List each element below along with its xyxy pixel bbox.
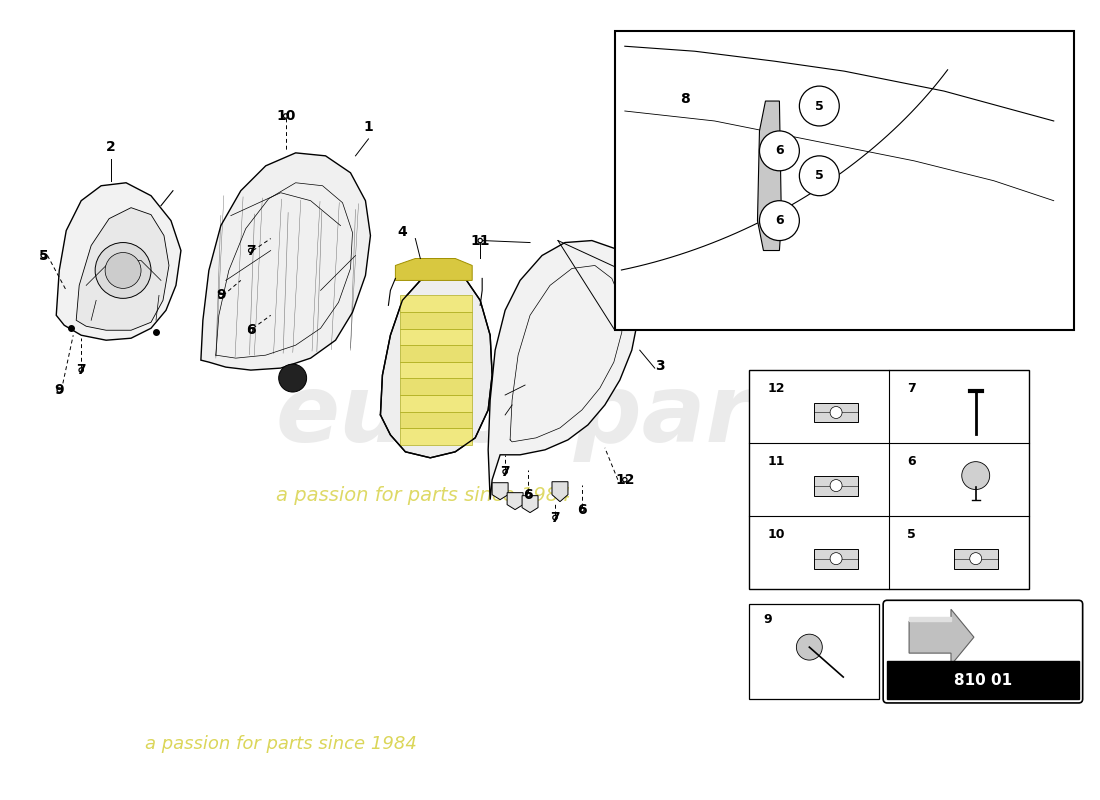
Text: 7: 7 [246,243,255,258]
Circle shape [796,634,823,660]
Text: 7: 7 [550,510,560,525]
Text: 9: 9 [54,383,64,397]
Circle shape [478,238,483,242]
Circle shape [278,364,307,392]
Circle shape [830,406,843,418]
Circle shape [623,478,627,482]
Circle shape [800,86,839,126]
Text: 5: 5 [815,99,824,113]
Text: 12: 12 [615,473,635,486]
Circle shape [526,493,530,497]
Text: 7: 7 [500,465,510,478]
Text: a passion for parts since 1984: a passion for parts since 1984 [276,486,570,505]
Polygon shape [492,482,508,500]
Circle shape [284,114,288,118]
Circle shape [96,242,151,298]
Text: 12: 12 [768,382,785,395]
Circle shape [961,462,990,490]
Polygon shape [507,493,524,510]
Circle shape [79,368,84,372]
Circle shape [41,254,45,258]
Circle shape [249,248,253,253]
Text: 3: 3 [654,359,664,373]
Text: 8: 8 [680,92,690,106]
Polygon shape [400,312,472,329]
Text: 7: 7 [76,363,86,377]
Polygon shape [201,153,371,370]
Polygon shape [400,428,472,445]
FancyBboxPatch shape [615,31,1074,330]
Circle shape [580,507,584,512]
Polygon shape [909,618,952,622]
Text: 6: 6 [524,488,532,502]
Text: 5: 5 [815,170,824,182]
Text: 2: 2 [107,140,116,154]
Text: 10: 10 [768,528,785,541]
Bar [749,370,1028,590]
Text: eurospares: eurospares [276,370,873,462]
Polygon shape [400,329,472,345]
Text: 5: 5 [908,528,916,541]
Text: 11: 11 [471,234,490,247]
Polygon shape [56,182,180,340]
Circle shape [106,253,141,288]
Circle shape [764,135,774,146]
Circle shape [219,293,223,298]
Polygon shape [488,241,638,500]
Circle shape [503,470,507,474]
Text: 810 01: 810 01 [954,673,1012,687]
Polygon shape [400,395,472,412]
Text: 6: 6 [578,502,586,517]
Polygon shape [814,549,858,569]
Circle shape [57,388,62,392]
Text: 4: 4 [397,225,407,238]
Polygon shape [76,208,169,330]
Bar [887,661,1079,699]
Polygon shape [909,610,974,665]
Circle shape [830,479,843,491]
Circle shape [970,553,981,565]
Text: 6: 6 [246,323,255,338]
Polygon shape [400,295,472,312]
Text: 6: 6 [908,455,915,468]
Text: 6: 6 [776,214,783,227]
Polygon shape [522,496,538,513]
Polygon shape [400,378,472,395]
Text: 5: 5 [39,249,48,262]
Circle shape [800,156,839,196]
Polygon shape [400,412,472,428]
FancyBboxPatch shape [883,600,1082,703]
Circle shape [759,131,800,170]
Polygon shape [758,101,781,250]
Polygon shape [400,345,472,362]
Polygon shape [954,549,998,569]
Circle shape [764,215,774,226]
Polygon shape [552,482,568,502]
Text: 9: 9 [216,288,225,302]
Bar [749,604,879,699]
Polygon shape [814,476,858,495]
Text: 6: 6 [776,144,783,158]
Circle shape [830,553,843,565]
Text: 1: 1 [364,120,373,134]
Polygon shape [400,362,472,378]
Text: 9: 9 [763,614,772,626]
Polygon shape [814,402,858,422]
Circle shape [759,201,800,241]
Text: 7: 7 [908,382,916,395]
Text: a passion for parts since 1984: a passion for parts since 1984 [145,735,417,753]
Circle shape [249,328,253,333]
Circle shape [553,515,558,520]
Polygon shape [381,273,492,458]
Text: 10: 10 [276,109,296,123]
Text: 11: 11 [768,455,785,468]
Polygon shape [395,258,472,281]
